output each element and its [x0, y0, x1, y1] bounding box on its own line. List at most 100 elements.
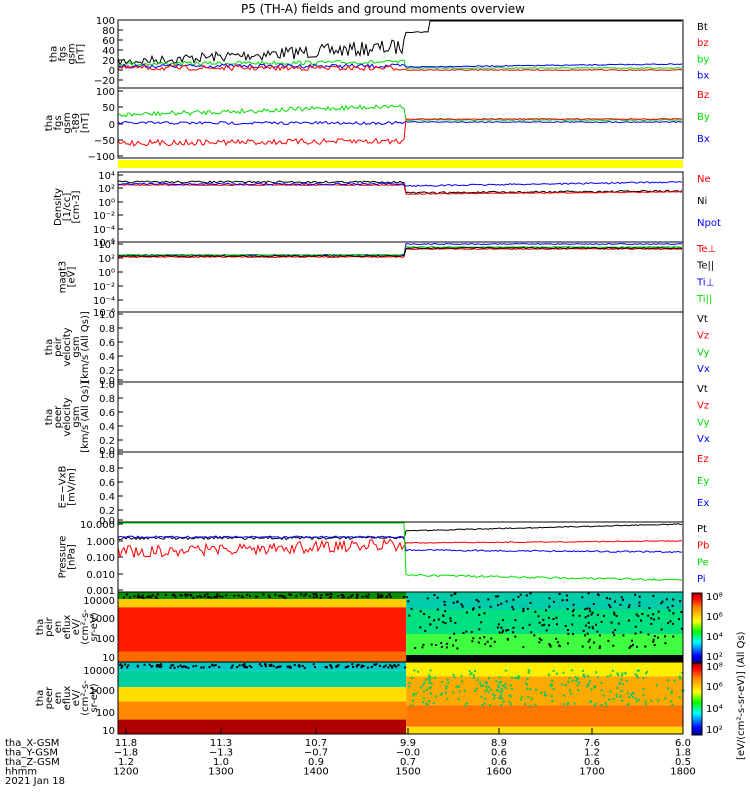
spectrogram-pixel: [576, 684, 579, 687]
spectrogram-pixel: [630, 645, 633, 648]
x-date-label: 2021 Jan 18: [5, 776, 65, 787]
panels-layer: thafgsgsm[nT]100806040200−20Btbzbybxthaf…: [35, 16, 721, 737]
spectrogram-pixel: [181, 665, 184, 668]
legend-ni: Ni: [697, 196, 707, 207]
panel-tick-label: 10000: [83, 596, 115, 607]
panel-ylabel-line: [1/cc]: [62, 193, 73, 222]
spectrogram-pixel: [440, 645, 443, 648]
spectrogram-pixel: [597, 594, 600, 597]
spectrogram-pixel: [488, 704, 491, 707]
spectrogram-pixel: [170, 664, 173, 667]
spectrogram-pixel: [589, 700, 592, 703]
spectrogram-pixel: [671, 622, 674, 625]
spectrogram-pixel: [614, 600, 617, 603]
spectrogram-pixel: [465, 611, 468, 614]
spectrogram-pixel: [497, 604, 500, 607]
spectrogram-pixel: [600, 682, 603, 685]
spectrogram-pixel: [148, 663, 151, 666]
spectrogram-pixel: [445, 685, 448, 688]
x-row-value: 0.5: [675, 757, 691, 768]
panel-tick-label: 10⁻⁶: [93, 308, 115, 319]
spectrogram-pixel: [364, 595, 367, 598]
spectrogram-pixel: [551, 700, 554, 703]
spectrogram-pixel: [385, 596, 388, 599]
panel-tick-label: 20: [102, 56, 115, 67]
spectrogram-pixel: [492, 693, 495, 696]
spectrogram-pixel: [315, 594, 318, 597]
spectrogram-pixel: [215, 594, 218, 597]
trace-by: [117, 59, 683, 70]
x-row-value: 1.2: [118, 757, 134, 768]
panel-ylabel-line: [nT]: [76, 44, 87, 64]
spectrogram-pixel: [218, 595, 221, 598]
spectrogram-pixel: [608, 698, 611, 701]
spectrogram-pixel: [478, 628, 481, 631]
spectrogram-pixel: [498, 631, 501, 634]
spectrogram-pixel: [611, 669, 614, 672]
spectrogram-pixel: [425, 678, 428, 681]
spectrogram-pixel: [596, 613, 599, 616]
spectrogram-pixel: [586, 632, 589, 635]
spectrogram-pixel: [586, 675, 589, 678]
figure-title: P5 (TH-A) fields and ground moments over…: [241, 2, 525, 16]
spectrogram-pixel: [500, 626, 503, 629]
panel-frame: [117, 381, 684, 453]
x-row-value: 11.3: [210, 738, 232, 749]
spectrogram-pixel: [647, 614, 650, 617]
spectrogram-pixel: [376, 596, 379, 599]
spectrogram-pixel: [612, 698, 615, 701]
spectrogram-pixel: [668, 609, 671, 612]
spectrogram-pixel: [588, 680, 591, 683]
spectrogram-pixel: [303, 594, 306, 597]
spectrogram-pixel: [639, 631, 642, 634]
spectrogram-pixel: [487, 686, 490, 689]
spectrogram-pixel: [526, 607, 529, 610]
x-row-value: 1700: [579, 767, 604, 778]
spectrogram-pixel: [420, 686, 423, 689]
x-row-value: −1.3: [209, 748, 233, 759]
colorbar-tick-7: 10⁴: [706, 704, 723, 715]
legend-pt: Pt: [697, 524, 707, 535]
legend-vx: Vx: [697, 434, 710, 445]
spectrogram-pixel: [268, 596, 271, 599]
spectrogram-pixel: [434, 676, 437, 679]
spectrogram-pixel: [501, 689, 504, 692]
spectrogram-pixel: [406, 596, 409, 599]
spectrogram-pixel: [512, 626, 515, 629]
spectrogram-band-pre: [118, 719, 407, 734]
legend-vy: Vy: [697, 417, 710, 428]
spectrogram-pixel: [621, 699, 624, 702]
spectrogram-pixel: [558, 644, 561, 647]
spectrogram-pixel: [573, 702, 576, 705]
spectrogram-pixel: [606, 597, 609, 600]
spectrogram-pixel: [196, 595, 199, 598]
panel-ylabel-line: Pressure: [58, 536, 69, 579]
spectrogram-pixel: [517, 677, 520, 680]
spectrogram-pixel: [521, 627, 524, 630]
panel-tick-label: 10⁻⁶: [93, 238, 115, 249]
spectrogram-pixel: [593, 704, 596, 707]
panel-ylabel-line: eV/: [71, 618, 82, 635]
spectrogram-pixel: [445, 687, 448, 690]
spectrogram-pixel: [436, 596, 439, 599]
spectrogram-pixel: [529, 592, 532, 595]
spectrogram-pixel: [657, 699, 660, 702]
spectrogram-band-pre: [118, 592, 407, 599]
spectrogram-pixel: [637, 669, 640, 672]
spectrogram-pixel: [631, 643, 634, 646]
spectrogram-pixel: [469, 673, 472, 676]
spectrogram-pixel: [442, 621, 445, 624]
spectrogram-pixel: [457, 685, 460, 688]
spectrogram-pixel: [156, 663, 159, 666]
spectrogram-pixel: [587, 621, 590, 624]
panel-ylabel-line: eflux: [62, 686, 73, 711]
spectrogram-pixel: [356, 593, 359, 596]
spectrogram-pixel: [615, 614, 618, 617]
spectrogram-pixel: [325, 593, 328, 596]
x-row-value: 0.6: [491, 748, 507, 759]
spectrogram-pixel: [408, 681, 411, 684]
trace-pi: [117, 535, 682, 554]
x-axis-labels: tha_X-GSM 11.8 11.3 10.7 9.9 8.9 7.6 6.0 tha_Y-G…: [5, 728, 696, 787]
spectrogram-pixel: [590, 613, 593, 616]
spectrogram-pixel: [351, 663, 354, 666]
